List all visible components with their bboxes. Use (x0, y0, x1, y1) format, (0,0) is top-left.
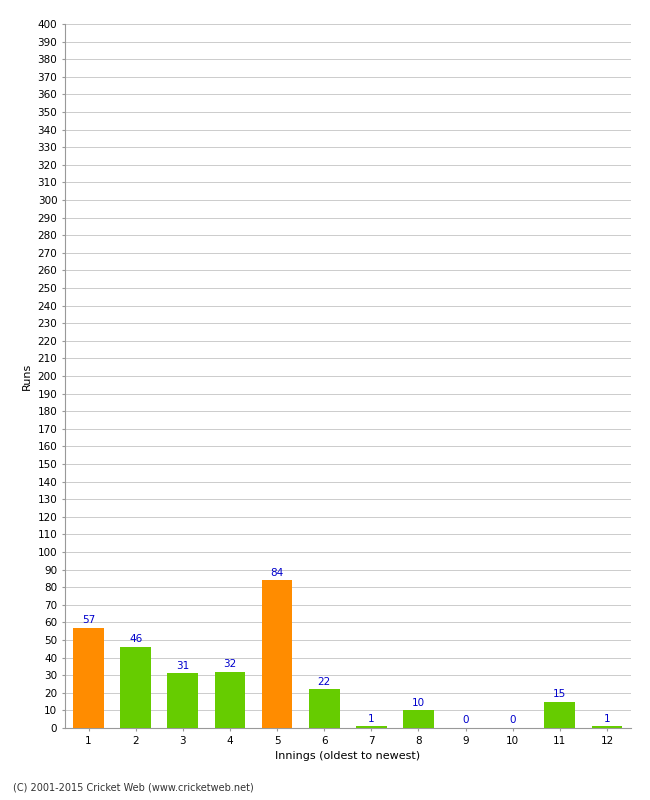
Text: 46: 46 (129, 634, 142, 645)
Bar (120, 647, 151, 728)
Bar (73, 628, 104, 728)
Text: 22: 22 (318, 677, 331, 686)
Text: 0: 0 (462, 715, 469, 726)
Bar (262, 580, 292, 728)
Bar (214, 672, 245, 728)
Text: 10: 10 (412, 698, 425, 708)
Text: (C) 2001-2015 Cricket Web (www.cricketweb.net): (C) 2001-2015 Cricket Web (www.cricketwe… (13, 782, 254, 792)
Text: 57: 57 (82, 615, 95, 625)
Text: 0: 0 (510, 715, 516, 726)
Bar (356, 726, 387, 728)
Y-axis label: Runs: Runs (22, 362, 32, 390)
Bar (309, 690, 339, 728)
Bar (592, 726, 622, 728)
Text: 84: 84 (270, 567, 283, 578)
Text: 1: 1 (368, 714, 374, 723)
Text: 32: 32 (224, 659, 237, 669)
Text: 1: 1 (604, 714, 610, 723)
X-axis label: Innings (oldest to newest): Innings (oldest to newest) (275, 751, 421, 761)
Bar (168, 674, 198, 728)
Bar (403, 710, 434, 728)
Text: 15: 15 (553, 689, 566, 699)
Bar (545, 702, 575, 728)
Text: 31: 31 (176, 661, 189, 670)
